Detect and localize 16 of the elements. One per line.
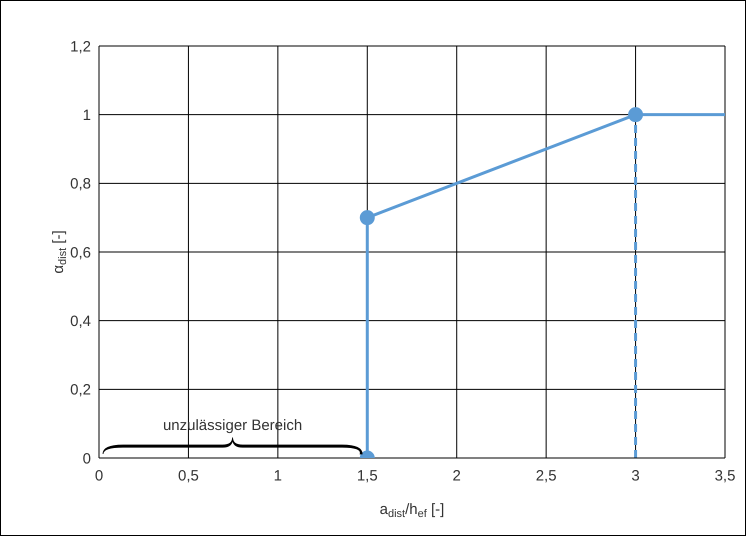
y-tick-label: 0,4: [70, 312, 91, 330]
x-tick-label: 0,5: [178, 468, 199, 485]
x-tick-label: 2: [452, 468, 461, 485]
x-tick-label: 1,5: [356, 468, 378, 485]
x-axis-title: a$_{dist}$/h$_{ef}$ [-]: [380, 501, 444, 520]
y-tick-label: 1,2: [70, 38, 91, 56]
y-tick-label: 1: [82, 106, 91, 124]
x-tick-label: 0: [94, 468, 104, 485]
x-tick-label: 2,5: [536, 468, 557, 485]
x-tick-label: 3,5: [714, 468, 736, 485]
x-tick-label: 3: [631, 468, 640, 485]
y-tick-label: 0,2: [70, 382, 91, 399]
x-tick-label: 1: [274, 468, 282, 485]
y-tick-label: 0,6: [70, 244, 91, 262]
y-tick-label: 0,8: [70, 176, 91, 193]
y-tick-label: 0: [82, 450, 91, 468]
